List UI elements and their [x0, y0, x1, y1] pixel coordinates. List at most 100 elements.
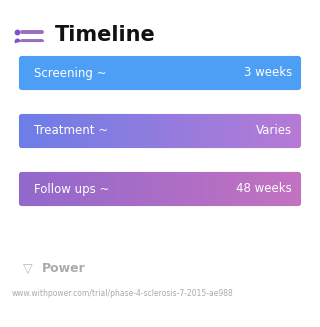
Bar [264, 49, 266, 97]
Bar [150, 49, 152, 97]
Bar [119, 165, 121, 213]
Bar [276, 49, 277, 97]
Bar [216, 49, 218, 97]
Bar [298, 165, 300, 213]
Bar [197, 107, 199, 155]
Bar [16, 107, 19, 155]
Bar [172, 49, 174, 97]
Bar [107, 49, 109, 97]
Bar [96, 107, 98, 155]
Bar [255, 165, 257, 213]
Bar [37, 49, 39, 97]
Bar [249, 107, 251, 155]
Bar [148, 165, 150, 213]
Bar [136, 49, 138, 97]
Bar [135, 49, 137, 97]
Bar [163, 107, 165, 155]
Bar [79, 49, 81, 97]
Bar [268, 165, 270, 213]
Bar [271, 49, 273, 97]
Bar [117, 165, 119, 213]
Bar [154, 49, 156, 97]
Bar [286, 107, 288, 155]
Bar [95, 165, 97, 213]
Bar [198, 165, 200, 213]
Bar [187, 49, 188, 97]
Bar [290, 107, 292, 155]
Bar [87, 49, 90, 97]
Bar [120, 49, 122, 97]
Bar [240, 107, 242, 155]
Bar [219, 165, 221, 213]
Bar [22, 107, 24, 155]
Bar [287, 165, 289, 213]
Bar [64, 49, 66, 97]
Bar [51, 107, 52, 155]
Bar [305, 107, 307, 155]
Bar [212, 49, 214, 97]
Bar [27, 107, 29, 155]
Bar [49, 49, 51, 97]
Bar [229, 165, 232, 213]
Bar [83, 107, 85, 155]
Bar [170, 165, 172, 213]
Bar [185, 165, 187, 213]
Bar [89, 107, 91, 155]
Bar [147, 49, 149, 97]
Bar [133, 165, 135, 213]
Bar [84, 49, 86, 97]
Bar [55, 165, 57, 213]
Bar [269, 49, 271, 97]
Bar [13, 165, 15, 213]
Bar [120, 165, 122, 213]
Bar [184, 165, 186, 213]
Bar [133, 49, 135, 97]
Bar [204, 165, 206, 213]
Bar [150, 107, 152, 155]
Bar [91, 165, 92, 213]
Bar [265, 107, 267, 155]
Bar [99, 49, 101, 97]
Bar [250, 107, 252, 155]
Bar [129, 107, 131, 155]
Bar [39, 107, 41, 155]
Bar [76, 107, 78, 155]
Bar [246, 165, 248, 213]
Bar [129, 165, 131, 213]
Bar [259, 107, 261, 155]
Bar [173, 49, 175, 97]
Bar [116, 107, 117, 155]
Bar [158, 49, 161, 97]
Bar [280, 107, 282, 155]
Bar [33, 107, 35, 155]
Bar [300, 165, 303, 213]
Bar [271, 107, 273, 155]
Bar [256, 49, 258, 97]
Bar [64, 107, 66, 155]
Bar [207, 165, 209, 213]
Bar [244, 165, 246, 213]
Bar [181, 165, 183, 213]
Bar [281, 49, 283, 97]
Bar [36, 49, 38, 97]
Bar [162, 49, 164, 97]
Bar [252, 165, 254, 213]
Bar [203, 49, 205, 97]
Bar [101, 49, 103, 97]
Bar [156, 107, 157, 155]
Bar [206, 107, 208, 155]
Bar [74, 107, 76, 155]
Bar [206, 49, 208, 97]
Bar [98, 165, 100, 213]
Bar [194, 107, 196, 155]
Bar [280, 49, 282, 97]
Bar [212, 165, 214, 213]
Bar [43, 49, 45, 97]
Bar [127, 49, 129, 97]
Bar [79, 165, 81, 213]
Bar [166, 165, 168, 213]
Bar [302, 107, 304, 155]
Bar [287, 49, 289, 97]
Bar [55, 49, 57, 97]
Bar [247, 165, 249, 213]
